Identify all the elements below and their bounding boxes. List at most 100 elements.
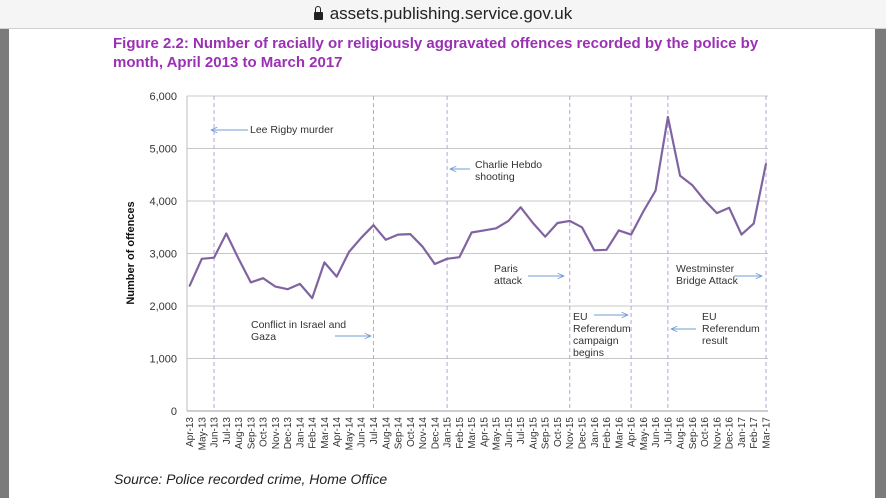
data-point	[728, 207, 731, 209]
browser-url-bar[interactable]: assets.publishing.service.gov.uk	[0, 0, 886, 29]
event-annotation-label: campaign	[573, 335, 619, 347]
data-point	[360, 236, 363, 239]
data-point	[618, 229, 620, 232]
data-point	[630, 233, 632, 236]
figure-source: Source: Police recorded crime, Home Offi…	[114, 471, 388, 487]
data-point	[421, 245, 424, 248]
data-point	[409, 233, 412, 235]
x-tick-label: Jul-14	[369, 417, 380, 445]
data-point	[716, 212, 718, 214]
x-tick-label: Apr-13	[185, 417, 196, 447]
url-text: assets.publishing.service.gov.uk	[329, 4, 573, 23]
x-tick-label: May-16	[639, 417, 650, 451]
document-page	[9, 29, 875, 498]
x-tick-label: Oct-14	[406, 417, 417, 447]
data-point	[213, 256, 215, 259]
series-line	[188, 115, 768, 300]
data-point	[691, 184, 694, 187]
data-point	[299, 283, 301, 285]
event-annotation-label: Referendum	[573, 323, 631, 335]
data-point	[348, 251, 350, 253]
data-point	[311, 297, 313, 299]
lock-icon	[313, 6, 323, 20]
x-tick-label: Dec-14	[430, 417, 441, 450]
x-tick-label: Oct-16	[700, 417, 711, 447]
data-point	[483, 229, 485, 232]
event-annotation-label: Referendum	[702, 323, 760, 335]
x-tick-label: Apr-15	[479, 417, 490, 447]
data-point	[274, 285, 277, 288]
data-point	[740, 233, 743, 236]
x-tick-label: Jul-13	[222, 417, 233, 445]
event-annotation-label: EU	[702, 311, 717, 323]
data-point	[434, 263, 436, 265]
data-point	[507, 220, 510, 222]
data-point	[200, 257, 203, 260]
data-point	[250, 281, 252, 284]
x-tick-label: Jul-16	[663, 417, 674, 445]
event-annotation-label: Paris	[494, 263, 518, 275]
y-tick-label: 5,000	[149, 144, 177, 156]
data-point	[765, 162, 767, 165]
x-tick-label: Mar-16	[614, 417, 625, 449]
x-tick-label: Aug-15	[528, 417, 539, 450]
data-point	[679, 175, 681, 177]
y-tick-label: 6,000	[149, 91, 177, 103]
data-point	[446, 257, 448, 260]
data-point	[262, 277, 264, 279]
data-point	[532, 222, 534, 224]
event-annotation-label: Conflict in Israel and	[251, 319, 346, 331]
data-point	[703, 199, 706, 202]
x-tick-label: Jun-14	[357, 417, 368, 448]
event-annotation-label: Gaza	[251, 331, 276, 343]
x-tick-label: Dec-16	[725, 417, 736, 450]
event-annotation-label: Westminster	[676, 263, 735, 275]
event-annotation-label: result	[702, 335, 728, 347]
x-tick-label: Feb-17	[749, 417, 760, 449]
x-tick-label: Jan-14	[295, 417, 306, 448]
data-point	[397, 233, 399, 236]
x-tick-label: Feb-15	[455, 417, 466, 449]
data-point	[593, 249, 596, 252]
data-point	[642, 210, 645, 213]
x-tick-label: Jan-17	[737, 417, 748, 448]
x-tick-label: Jun-13	[210, 417, 221, 448]
data-point	[384, 239, 387, 241]
y-tick-label: 3,000	[149, 249, 177, 261]
event-annotation-label: begins	[573, 347, 604, 359]
event-annotation-label: Bridge Attack	[676, 275, 739, 287]
x-tick-label: Dec-13	[283, 417, 294, 450]
data-point	[495, 227, 497, 230]
event-annotation-label: Lee Rigby murder	[250, 124, 334, 136]
x-tick-label: May-14	[344, 417, 355, 451]
data-point	[581, 226, 583, 229]
data-point	[568, 220, 571, 222]
x-tick-label: Nov-13	[271, 417, 282, 450]
data-point	[188, 285, 191, 287]
data-point	[335, 275, 338, 278]
x-tick-label: Mar-17	[762, 417, 773, 449]
x-tick-label: Sep-15	[541, 417, 552, 450]
event-annotation-label: attack	[494, 275, 523, 287]
x-tick-label: Jun-16	[651, 417, 662, 448]
data-point	[225, 232, 228, 235]
y-axis-label: Number of offences	[125, 201, 137, 304]
x-tick-label: Aug-16	[676, 417, 687, 450]
event-annotation-label: Charlie Hebdo	[475, 159, 542, 171]
data-point	[458, 256, 461, 258]
y-tick-label: 1,000	[149, 354, 177, 366]
x-tick-label: Mar-15	[467, 417, 478, 449]
x-tick-label: Jan-16	[590, 417, 601, 448]
data-point	[323, 261, 326, 264]
x-tick-label: Oct-13	[259, 417, 270, 447]
data-point	[286, 288, 289, 291]
data-point	[372, 224, 375, 226]
x-tick-label: Sep-13	[246, 417, 257, 450]
x-tick-label: Sep-14	[394, 417, 405, 450]
x-tick-label: Nov-14	[418, 417, 429, 450]
x-tick-label: Jul-15	[516, 417, 527, 445]
y-tick-label: 0	[171, 406, 177, 418]
x-tick-label: Dec-15	[578, 417, 589, 450]
x-tick-label: Apr-14	[332, 417, 343, 447]
